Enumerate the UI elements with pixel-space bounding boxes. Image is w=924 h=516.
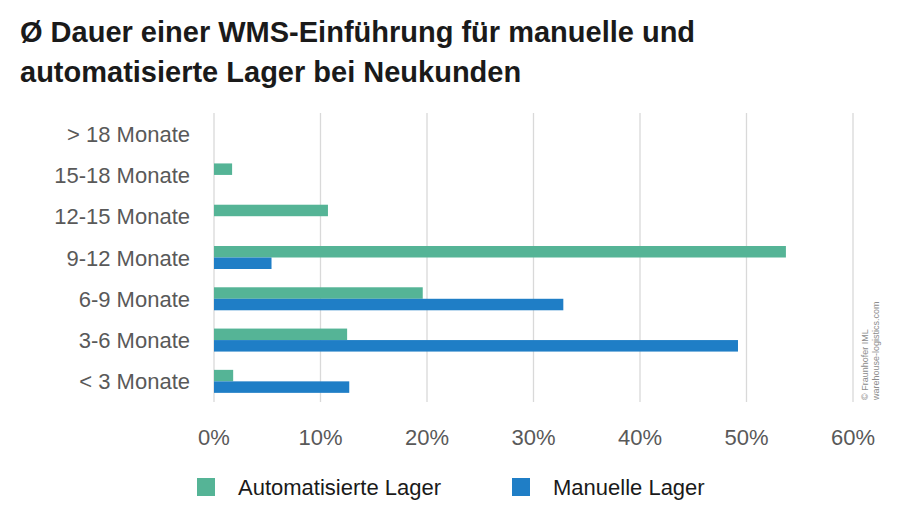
legend-swatch [512, 478, 530, 496]
grid-line [852, 113, 853, 402]
category-label: 6-9 Monate [79, 287, 190, 312]
title-line: Ø Dauer einer WMS-Einführung für manuell… [20, 16, 695, 48]
bar [214, 163, 232, 175]
bar [214, 216, 215, 228]
category-label: 15-18 Monate [54, 163, 190, 188]
tick-label: 20% [405, 425, 449, 450]
bars [214, 163, 786, 392]
title: Ø Dauer einer WMS-Einführung für manuell… [20, 16, 695, 88]
legend-label: Manuelle Lager [553, 475, 705, 500]
tick-label: 10% [298, 425, 342, 450]
tick-label: 50% [724, 425, 768, 450]
category-label: < 3 Monate [79, 369, 190, 394]
tick-label: 0% [198, 425, 230, 450]
legend-label: Automatisierte Lager [238, 475, 441, 500]
bar [214, 246, 786, 258]
category-label: 3-6 Monate [79, 328, 190, 353]
bar [214, 205, 328, 217]
category-label: > 18 Monate [67, 122, 190, 147]
tick-label: 30% [511, 425, 555, 450]
annotation: © Fraunhofer IML [860, 329, 870, 400]
bar [214, 340, 738, 352]
bar [214, 287, 423, 299]
bar [214, 122, 215, 133]
annotation: warehouse-logistics.com [871, 301, 881, 401]
bar [214, 299, 563, 311]
bar [214, 134, 215, 146]
legend-swatch [197, 478, 215, 496]
title-line: automatisierte Lager bei Neukunden [20, 56, 521, 88]
category-label: 9-12 Monate [66, 246, 190, 271]
bar [214, 381, 349, 393]
tick-label: 40% [618, 425, 662, 450]
bar [214, 258, 272, 270]
category-label: 12-15 Monate [54, 204, 190, 229]
chart: Ø Dauer einer WMS-Einführung für manuell… [0, 0, 924, 516]
bar [214, 370, 233, 382]
bar [214, 175, 215, 187]
bar [214, 329, 347, 341]
tick-label: 60% [831, 425, 875, 450]
